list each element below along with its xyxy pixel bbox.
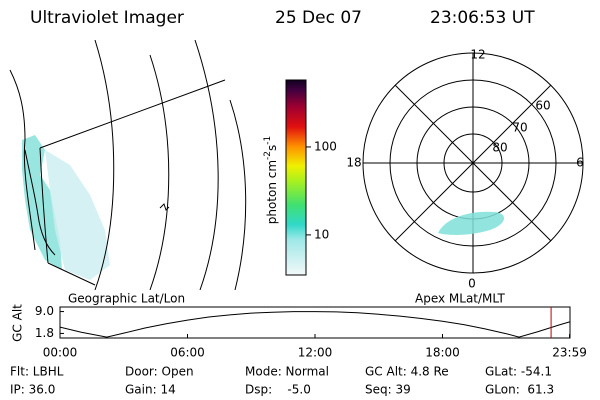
timeline-ylabel: GC Alt (11, 304, 25, 342)
x-tick-label: 06:00 (170, 346, 205, 360)
lat-label: 70 (512, 121, 527, 135)
x-tick-label: 23:59 (552, 346, 587, 360)
info-field: IP: 36.0 (10, 383, 55, 397)
info-field: GC Alt: 4.8 Re (365, 365, 449, 379)
timeline-right-label: Apex MLat/MLT (415, 292, 505, 306)
y-tick-label: 9.0 (35, 304, 54, 318)
colorbar (285, 79, 307, 276)
info-field: Seq: 39 (365, 383, 411, 397)
hour-label: 6 (576, 156, 584, 170)
info-field: GLon: 61.3 (485, 383, 554, 397)
info-field: Dsp: -5.0 (245, 383, 311, 397)
map (9, 40, 247, 290)
colorbar-tick-label: 10 (314, 227, 329, 241)
polar-dial (362, 52, 584, 274)
info-field: GLat: -54.1 (485, 365, 552, 379)
time: 23:06:53 UT (430, 8, 535, 28)
x-tick-label: 18:00 (425, 346, 460, 360)
timeline-left-label: Geographic Lat/Lon (68, 292, 185, 306)
altitude-curve (59, 311, 570, 338)
info-field: Mode: Normal (245, 365, 329, 379)
date: 25 Dec 07 (275, 8, 362, 28)
hour-label: 12 (470, 48, 485, 62)
hour-label: 18 (346, 156, 361, 170)
colorbar-tick-label: 100 (314, 139, 337, 153)
title: Ultraviolet Imager (30, 8, 184, 28)
colorbar-label: photon cm-2s-1 (263, 136, 279, 225)
info-field: Gain: 14 (125, 383, 176, 397)
lat-label: 60 (535, 99, 550, 113)
lat-label: 80 (492, 141, 507, 155)
hour-label: 0 (468, 277, 476, 291)
info-field: Door: Open (125, 365, 194, 379)
y-tick-label: 1.8 (35, 326, 54, 340)
x-tick-label: 12:00 (298, 346, 333, 360)
info-field: Flt: LBHL (10, 365, 64, 379)
x-tick-label: 00:00 (43, 346, 78, 360)
